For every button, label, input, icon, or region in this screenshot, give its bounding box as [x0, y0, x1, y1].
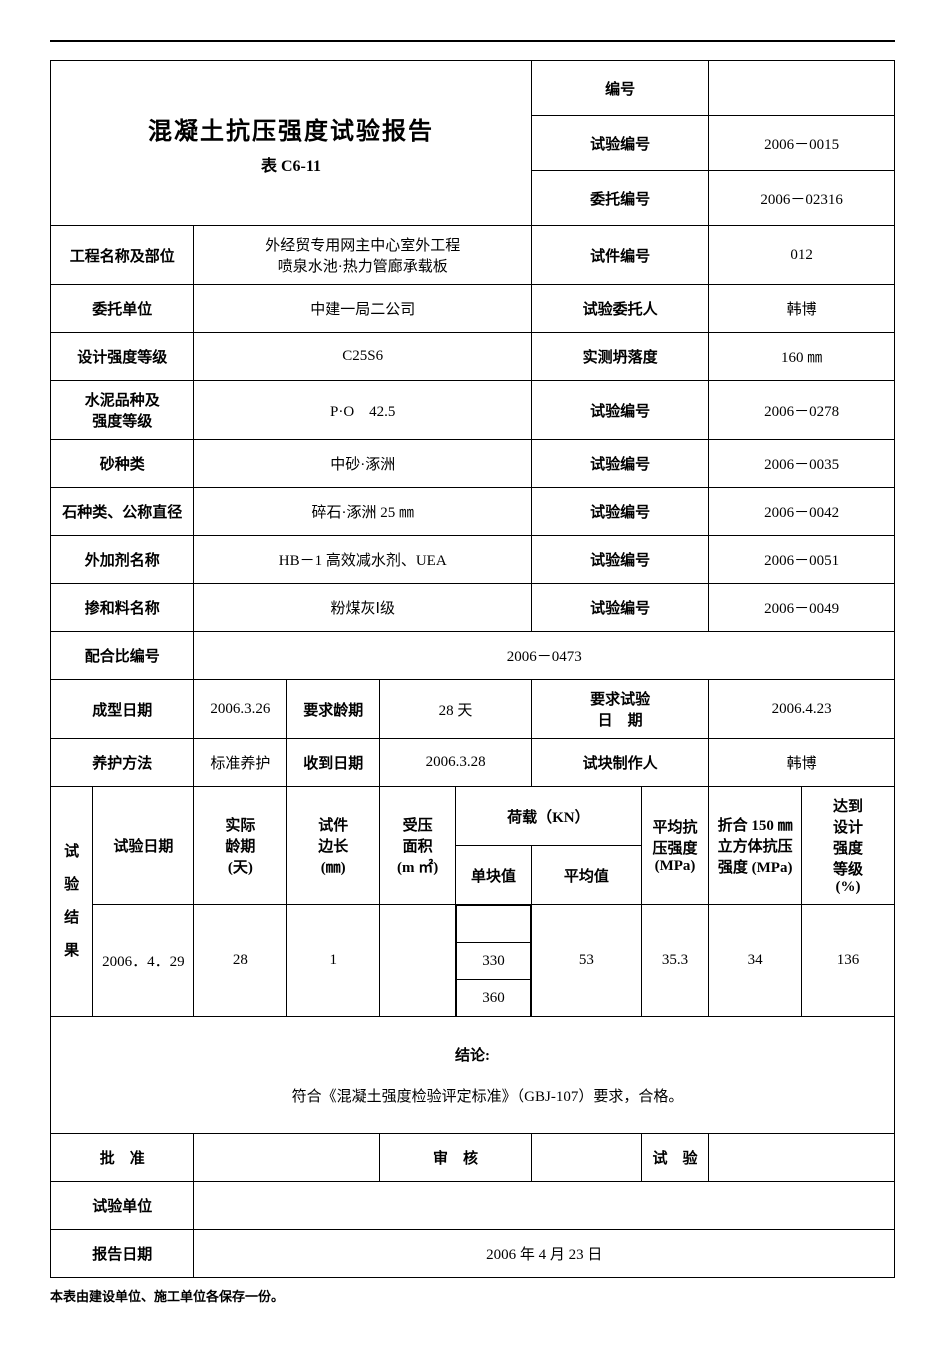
label-age: 实际 龄期 (天): [194, 787, 287, 905]
label-report-date: 报告日期: [51, 1230, 194, 1278]
label-stone-test-no: 试验编号: [532, 488, 709, 536]
value-additive-test-no: 2006－0051: [709, 536, 895, 584]
label-sand-test-no: 试验编号: [532, 440, 709, 488]
label-project: 工程名称及部位: [51, 226, 194, 285]
label-req-test-date: 要求试验 日 期: [532, 680, 709, 739]
label-test-unit: 试验单位: [51, 1182, 194, 1230]
value-entrust-unit: 中建一局二公司: [194, 285, 532, 333]
label-additive-test-no: 试验编号: [532, 536, 709, 584]
value-project: 外经贸专用网主中心室外工程 喷泉水池·热力管廊承载板: [194, 226, 532, 285]
label-test: 试 验: [641, 1134, 709, 1182]
value-specimen-no: 012: [709, 226, 895, 285]
value-stone: 碎石·涿洲 25 ㎜: [194, 488, 532, 536]
label-test-date: 试验日期: [93, 787, 194, 905]
single-v1: [457, 906, 531, 943]
value-sand-test-no: 2006－0035: [709, 440, 895, 488]
value-cement: P·O 42.5: [194, 381, 532, 440]
label-area: 受压 面积 (m ㎡): [380, 787, 456, 905]
footnote: 本表由建设单位、施工单位各保存一份。: [50, 1286, 895, 1305]
value-test-no: 2006－0015: [709, 116, 895, 171]
report-table: 混凝土抗压强度试验报告 表 C6-11 编号 试验编号 2006－0015 委托…: [50, 60, 895, 1278]
label-cement: 水泥品种及 强度等级: [51, 381, 194, 440]
label-cure: 养护方法: [51, 739, 194, 787]
label-specimen-no: 试件编号: [532, 226, 709, 285]
label-load: 荷载（KN）: [456, 787, 642, 846]
value-code: [709, 61, 895, 116]
label-reach: 达到 设计 强度 等级 (%): [802, 787, 895, 905]
label-entrust-no: 委托编号: [532, 171, 709, 226]
value-test: [709, 1134, 895, 1182]
value-r-single-cell: 330 360: [456, 905, 532, 1017]
label-avg: 平均值: [532, 846, 642, 905]
label-code: 编号: [532, 61, 709, 116]
label-cement-test-no: 试验编号: [532, 381, 709, 440]
title-cell: 混凝土抗压强度试验报告 表 C6-11: [51, 61, 532, 226]
single-values-table: 330 360: [456, 905, 531, 1016]
value-maker: 韩博: [709, 739, 895, 787]
label-mold-date: 成型日期: [51, 680, 194, 739]
value-slump: 160 ㎜: [709, 333, 895, 381]
label-conclusion: 结论:: [55, 1044, 890, 1065]
value-cement-test-no: 2006－0278: [709, 381, 895, 440]
label-result: 试 验 结 果: [51, 787, 93, 1017]
value-req-age: 28 天: [380, 680, 532, 739]
value-cure: 标准养护: [194, 739, 287, 787]
value-r-cube150: 34: [709, 905, 802, 1017]
label-design-grade: 设计强度等级: [51, 333, 194, 381]
value-design-grade: C25S6: [194, 333, 532, 381]
value-entrust-no: 2006－02316: [709, 171, 895, 226]
value-admixture-test-no: 2006－0049: [709, 584, 895, 632]
label-approve: 批 准: [51, 1134, 194, 1182]
value-r-avg: 53: [532, 905, 642, 1017]
value-admixture: 粉煤灰Ⅰ级: [194, 584, 532, 632]
label-sand: 砂种类: [51, 440, 194, 488]
label-cube150: 折合 150 ㎜ 立方体抗压 强度 (MPa): [709, 787, 802, 905]
value-r-test-date: 2006．4．29: [93, 905, 194, 1017]
value-additive: HB－1 高效减水剂、UEA: [194, 536, 532, 584]
value-recv-date: 2006.3.28: [380, 739, 532, 787]
label-review: 审 核: [380, 1134, 532, 1182]
label-additive: 外加剂名称: [51, 536, 194, 584]
table-number: 表 C6-11: [55, 152, 527, 176]
value-req-test-date: 2006.4.23: [709, 680, 895, 739]
value-entrust-person: 韩博: [709, 285, 895, 333]
value-mix-no: 2006－0473: [194, 632, 895, 680]
label-avg-strength: 平均抗 压强度 (MPa): [641, 787, 709, 905]
report-page: 混凝土抗压强度试验报告 表 C6-11 编号 试验编号 2006－0015 委托…: [50, 40, 895, 1305]
label-admixture-test-no: 试验编号: [532, 584, 709, 632]
single-v3: 360: [457, 980, 531, 1017]
single-v2: 330: [457, 943, 531, 980]
label-test-no: 试验编号: [532, 116, 709, 171]
value-r-area: [380, 905, 456, 1017]
label-entrust-unit: 委托单位: [51, 285, 194, 333]
label-side: 试件 边长 (㎜): [287, 787, 380, 905]
label-admixture: 掺和料名称: [51, 584, 194, 632]
label-req-age: 要求龄期: [287, 680, 380, 739]
value-r-reach: 136: [802, 905, 895, 1017]
conclusion-cell: 结论: 符合《混凝土强度检验评定标准》（GBJ-107）要求，合格。: [51, 1017, 895, 1134]
value-r-avg-strength: 35.3: [641, 905, 709, 1017]
value-r-age: 28: [194, 905, 287, 1017]
value-approve: [194, 1134, 380, 1182]
label-entrust-person: 试验委托人: [532, 285, 709, 333]
label-mix-no: 配合比编号: [51, 632, 194, 680]
top-rule: [50, 40, 895, 42]
value-review: [532, 1134, 642, 1182]
value-report-date: 2006 年 4 月 23 日: [194, 1230, 895, 1278]
value-test-unit: [194, 1182, 895, 1230]
label-slump: 实测坍落度: [532, 333, 709, 381]
value-sand: 中砂·涿洲: [194, 440, 532, 488]
label-recv-date: 收到日期: [287, 739, 380, 787]
value-mold-date: 2006.3.26: [194, 680, 287, 739]
value-conclusion: 符合《混凝土强度检验评定标准》（GBJ-107）要求，合格。: [55, 1085, 890, 1106]
value-r-side: 1: [287, 905, 380, 1017]
report-title: 混凝土抗压强度试验报告: [55, 111, 527, 146]
value-stone-test-no: 2006－0042: [709, 488, 895, 536]
label-single: 单块值: [456, 846, 532, 905]
label-stone: 石种类、公称直径: [51, 488, 194, 536]
label-maker: 试块制作人: [532, 739, 709, 787]
